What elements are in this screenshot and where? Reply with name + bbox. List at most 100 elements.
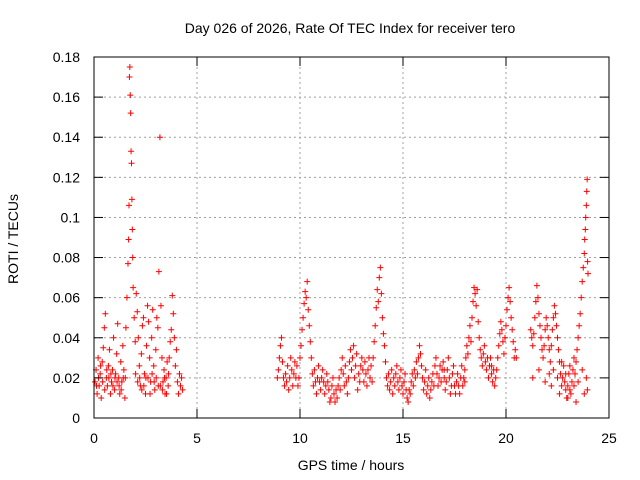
data-point <box>288 366 295 373</box>
data-point <box>371 338 378 345</box>
data-point <box>132 338 139 345</box>
data-point <box>555 346 562 353</box>
data-point <box>581 390 588 397</box>
data-point <box>478 354 485 361</box>
data-point <box>138 386 145 393</box>
data-point <box>350 342 357 349</box>
data-point <box>474 286 481 293</box>
data-point <box>339 354 346 361</box>
x-tick-label: 25 <box>601 430 617 446</box>
data-point <box>109 366 116 373</box>
data-point <box>168 326 175 333</box>
data-point <box>329 374 336 381</box>
data-point <box>424 382 431 389</box>
data-point <box>584 176 591 183</box>
data-points <box>92 64 591 405</box>
data-point <box>280 374 287 381</box>
data-point <box>479 362 486 369</box>
data-point <box>463 342 470 349</box>
data-point <box>406 386 413 393</box>
data-point <box>541 342 548 349</box>
data-point <box>532 298 539 305</box>
data-point <box>488 370 495 377</box>
data-point <box>171 334 178 341</box>
data-point <box>528 334 535 341</box>
data-point <box>160 378 167 385</box>
data-point <box>146 354 153 361</box>
data-point <box>157 302 164 309</box>
data-point <box>155 268 162 275</box>
data-point <box>346 358 353 365</box>
data-point <box>107 390 114 397</box>
x-tick-label: 15 <box>395 430 411 446</box>
data-point <box>128 196 135 203</box>
data-point <box>454 370 461 377</box>
data-point <box>286 374 293 381</box>
y-tick-label: 0.08 <box>53 250 80 266</box>
data-point <box>417 350 424 357</box>
data-point <box>101 324 108 331</box>
data-point <box>103 366 110 373</box>
data-point <box>317 386 324 393</box>
data-point <box>287 354 294 361</box>
data-point <box>425 374 432 381</box>
data-point <box>353 350 360 357</box>
data-point <box>428 378 435 385</box>
data-point <box>466 322 473 329</box>
data-point <box>583 374 590 381</box>
data-point <box>581 236 588 243</box>
data-point <box>129 254 136 261</box>
data-point <box>553 322 560 329</box>
data-point <box>294 382 301 389</box>
data-point <box>575 378 582 385</box>
data-point <box>99 378 106 385</box>
data-point <box>325 386 332 393</box>
data-point <box>110 334 117 341</box>
data-point <box>432 354 439 361</box>
data-point <box>153 374 160 381</box>
data-point <box>543 314 550 321</box>
data-point <box>303 294 310 301</box>
data-point <box>102 310 109 317</box>
data-point <box>343 378 350 385</box>
data-point <box>493 366 500 373</box>
data-point <box>572 370 579 377</box>
data-point <box>101 386 108 393</box>
data-point <box>505 294 512 301</box>
data-point <box>99 358 106 365</box>
data-point <box>156 134 163 141</box>
data-point <box>549 326 556 333</box>
data-point <box>573 358 580 365</box>
data-point <box>456 390 463 397</box>
data-point <box>334 394 341 401</box>
data-point <box>358 354 365 361</box>
data-point <box>352 362 359 369</box>
y-axis-label: ROTI / TECUs <box>5 194 21 284</box>
data-point <box>385 370 392 377</box>
data-point <box>422 366 429 373</box>
data-point <box>494 354 501 361</box>
data-point <box>131 314 138 321</box>
data-point <box>554 334 561 341</box>
plot-frame <box>93 56 610 419</box>
data-point <box>178 374 185 381</box>
data-point <box>388 366 395 373</box>
data-point <box>445 354 452 361</box>
data-point <box>308 354 315 361</box>
data-point <box>122 324 129 331</box>
data-point <box>513 354 520 361</box>
data-point <box>507 298 514 305</box>
data-point <box>389 390 396 397</box>
data-point <box>584 270 591 277</box>
data-point <box>108 378 115 385</box>
x-tick-label: 20 <box>498 430 514 446</box>
data-point <box>144 374 151 381</box>
data-point <box>415 354 422 361</box>
data-point <box>488 362 495 369</box>
data-point <box>319 366 326 373</box>
data-point <box>501 334 508 341</box>
data-point <box>393 362 400 369</box>
data-point <box>546 370 553 377</box>
data-point <box>556 390 563 397</box>
data-point <box>361 358 368 365</box>
